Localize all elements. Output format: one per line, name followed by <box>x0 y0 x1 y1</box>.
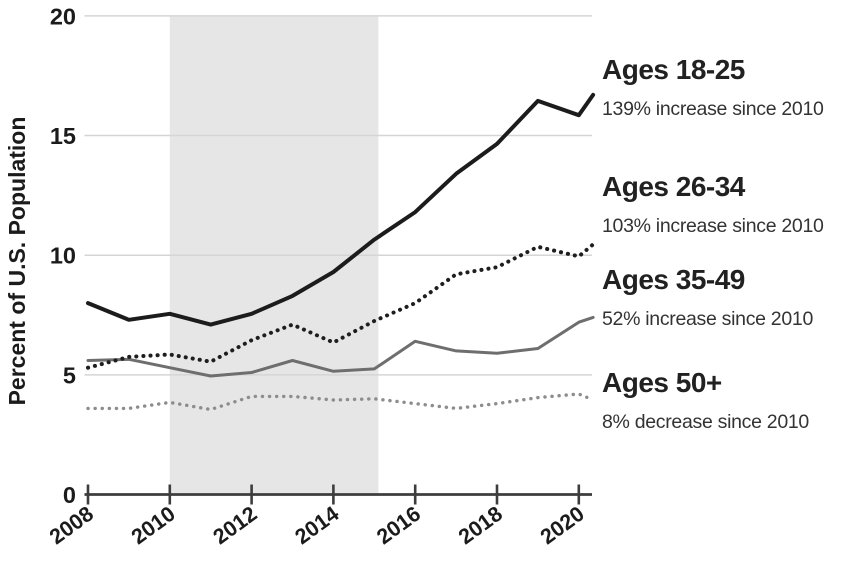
legend-item-ages-50plus: Ages 50+ 8% decrease since 2010 <box>602 367 851 434</box>
legend-title: Ages 35-49 <box>602 264 745 295</box>
legend-title: Ages 50+ <box>602 367 722 398</box>
legend-subtitle: 139% increase since 2010 <box>602 98 824 120</box>
x-tick-label-2018: 2018 <box>454 502 507 550</box>
legend-item-ages-35-49: Ages 35-49 52% increase since 2010 <box>602 264 851 331</box>
x-tick-label-2012: 2012 <box>209 502 262 550</box>
y-tick-label-10: 10 <box>50 243 76 269</box>
y-axis-title-text: Percent of U.S. Population <box>3 116 30 406</box>
series-line-ages-50- <box>86 392 595 412</box>
legend-item-ages-18-25: Ages 18-25 139% increase since 2010 <box>602 54 851 121</box>
y-tick-label-20: 20 <box>50 3 76 29</box>
y-tick-label-15: 15 <box>50 123 76 149</box>
legend-item-ages-26-34: Ages 26-34 103% increase since 2010 <box>602 171 851 238</box>
series-line-ages-18-25 <box>86 92 596 327</box>
x-tick-label-2014: 2014 <box>291 502 344 550</box>
series-line-ages-35-49 <box>86 315 595 378</box>
x-tick-label-2016: 2016 <box>372 502 425 550</box>
legend-title: Ages 26-34 <box>602 171 745 202</box>
legend-title: Ages 18-25 <box>602 54 745 85</box>
series-line-ages-26-34 <box>86 242 596 370</box>
x-tick-label-2010: 2010 <box>127 502 180 550</box>
legend-subtitle: 103% increase since 2010 <box>602 215 824 237</box>
y-tick-label-0: 0 <box>63 482 76 508</box>
legend-subtitle: 8% decrease since 2010 <box>602 411 809 433</box>
legend-subtitle: 52% increase since 2010 <box>602 308 813 330</box>
x-tick-label-2020: 2020 <box>536 502 589 550</box>
x-tick-label-2008: 2008 <box>45 502 98 550</box>
y-tick-label-5: 5 <box>63 362 76 388</box>
